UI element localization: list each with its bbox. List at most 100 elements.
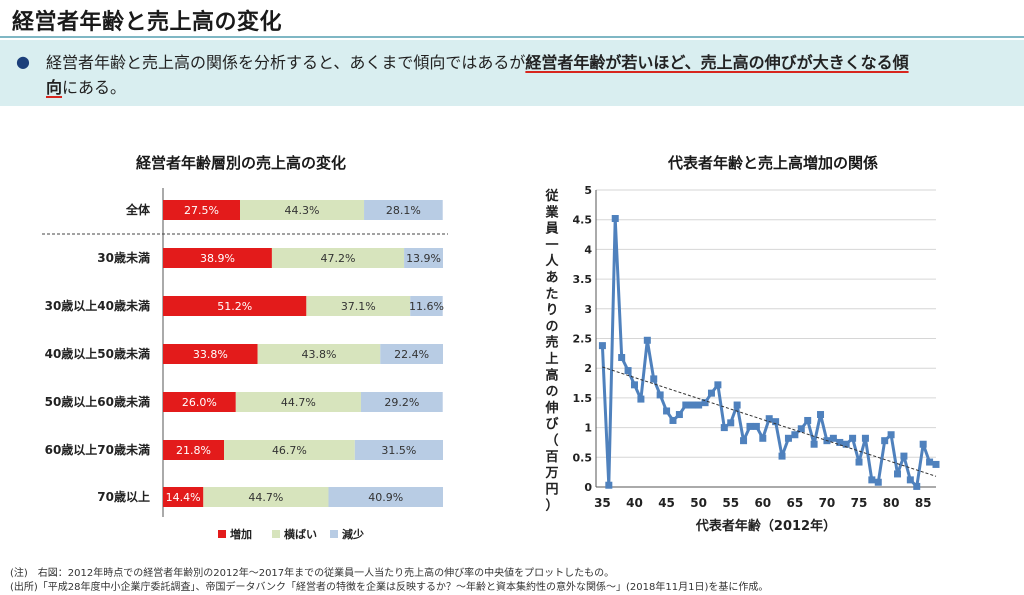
category-label: 60歳以上70歳未満 [45,442,150,457]
x-tick-label: 60 [754,496,771,510]
bar-value-label: 31.5% [381,444,416,457]
data-point [765,415,773,423]
legend-label: 減少 [342,527,364,541]
legend-label: 増加 [230,527,252,541]
x-tick-label: 85 [915,496,932,510]
bar-segment-decrease [380,344,443,364]
y-tick-label: 5 [584,184,592,197]
data-point [663,407,671,415]
bar-value-label: 44.7% [281,396,316,409]
bar-value-label: 37.1% [341,300,376,313]
data-point [701,399,709,407]
data-point [727,419,735,427]
data-point [637,395,645,403]
bar-segment-decrease [364,200,443,220]
data-point [752,422,760,430]
y-tick-label: 4.5 [573,214,593,227]
data-point [778,452,786,460]
data-point [650,375,658,383]
bar-segment-decrease [354,440,443,460]
bar-value-label: 51.2% [217,300,252,313]
data-point [868,476,876,484]
data-point [630,381,638,389]
data-point [919,440,927,448]
data-point [720,424,728,432]
data-point [900,452,908,460]
bar-value-label: 44.3% [285,204,320,217]
data-point [675,411,683,419]
footnote-source: (出所)「平成28年度中小企業庁委託調査」、帝国データバンク「経営者の特徴を企業… [10,582,769,593]
bar-segment-flat [224,440,355,460]
data-point [874,478,882,486]
data-point [598,342,606,350]
y-tick-label: 1 [584,422,592,435]
bar-value-label: 22.4% [394,348,429,361]
bar-segment-increase [163,200,240,220]
data-point [913,482,921,490]
data-point [746,422,754,430]
data-point [817,411,825,419]
x-tick-label: 75 [851,496,868,510]
y-tick-label: 3.5 [573,273,593,286]
data-point [714,381,722,389]
bar-segment-flat [306,296,411,316]
data-point [733,401,741,409]
bar-segment-increase [163,248,272,268]
bar-segment-increase [163,344,258,364]
data-point [784,434,792,442]
bar-value-label: 27.5% [184,204,219,217]
data-point [656,391,664,399]
x-tick-label: 40 [626,496,643,510]
bar-segment-flat [240,200,365,220]
data-point [842,440,850,448]
legend-label: 横ばい [284,527,317,541]
summary-plain: 経営者年齢と売上高の関係を分析すると、あくまで傾向ではあるが [46,53,526,72]
summary-emphasis-1: 経営者年齢が若いほど、売上高の伸びが大きくなる傾 [525,53,909,72]
bar-value-label: 11.6% [409,300,444,313]
bar-value-label: 14.4% [166,491,201,504]
page-title: 経営者年齢と売上高の変化 [12,10,283,35]
data-point [906,476,914,484]
data-point [740,437,748,445]
summary-text: 経営者年齢と売上高の関係を分析すると、あくまで傾向ではあるが経営者年齢が若いほど… [46,50,1006,100]
data-point [804,416,812,424]
data-point [695,401,703,409]
category-label: 30歳以上40歳未満 [45,298,150,313]
data-point [605,481,613,489]
category-label: 全体 [125,202,151,217]
bar-value-label: 33.8% [193,348,228,361]
y-tick-label: 1.5 [573,392,593,405]
y-tick-label: 2.5 [573,333,593,346]
category-label: 50歳以上60歳未満 [45,394,150,409]
y-tick-label: 4 [584,243,592,256]
data-point [894,470,902,478]
bar-value-label: 38.9% [200,252,235,265]
bar-segment-increase [163,392,236,412]
bar-segment-increase [163,296,307,316]
data-point [855,458,863,466]
x-tick-label: 65 [787,496,804,510]
bar-segment-flat [271,248,405,268]
y-tick-label: 3 [584,303,592,316]
bar-segment-decrease [360,392,443,412]
bar-value-label: 40.9% [368,491,403,504]
bar-value-label: 13.9% [406,252,441,265]
y-tick-label: 2 [584,362,592,375]
bar-value-label: 26.0% [182,396,217,409]
legend-swatch-flat [272,530,280,538]
bar-value-label: 46.7% [272,444,307,457]
line-chart-title: 代表者年齢と売上高増加の関係 [668,154,879,172]
title-divider [0,36,1024,38]
y-tick-label: 0 [584,481,592,494]
y-axis-title: 従業員一人あたりの売上高の伸び（百万円） [544,188,559,514]
x-tick-label: 55 [722,496,739,510]
bar-segment-flat [203,487,329,507]
bar-value-label: 28.1% [386,204,421,217]
data-point [707,389,715,397]
category-label: 70歳以上 [97,489,150,504]
data-point [861,434,869,442]
data-point [624,367,632,375]
bar-value-label: 44.7% [248,491,283,504]
data-point [688,401,696,409]
